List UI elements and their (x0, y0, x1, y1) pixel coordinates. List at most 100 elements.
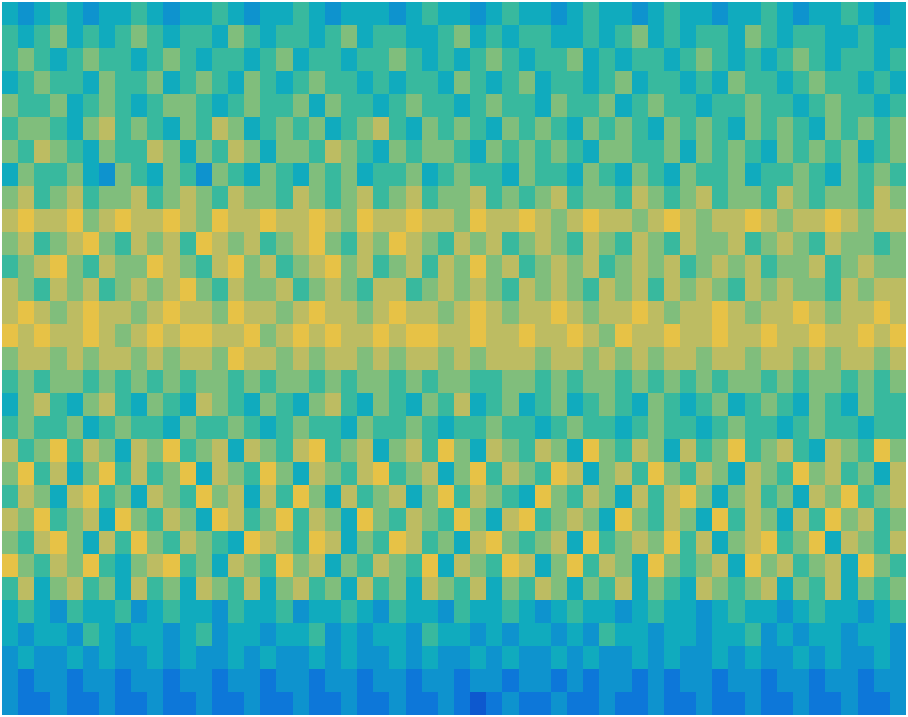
heatmap-cell (486, 232, 502, 255)
heatmap-cell (196, 485, 212, 508)
heatmap-cell (34, 462, 50, 485)
heatmap-cell (99, 485, 115, 508)
heatmap-cell (180, 255, 196, 278)
heatmap-cell (502, 692, 519, 715)
heatmap-cell (276, 278, 293, 301)
heatmap-cell (260, 439, 276, 462)
heatmap-cell (696, 347, 712, 370)
heatmap-cell (50, 301, 67, 324)
heatmap-cell (615, 255, 632, 278)
heatmap-cell (406, 163, 422, 186)
heatmap-cell (325, 25, 341, 48)
heatmap-cell (389, 554, 406, 577)
heatmap-cell (147, 692, 163, 715)
heatmap-cell (599, 232, 615, 255)
heatmap-cell (761, 94, 777, 117)
heatmap-cell (2, 347, 18, 370)
heatmap-cell (858, 209, 874, 232)
heatmap-cell (470, 25, 486, 48)
heatmap-cell (728, 209, 745, 232)
heatmap-cell (825, 623, 841, 646)
heatmap-cell (276, 48, 293, 71)
heatmap-cell (728, 186, 745, 209)
heatmap-cell (373, 278, 389, 301)
heatmap-cell (438, 232, 454, 255)
heatmap-cell (567, 370, 583, 393)
heatmap-cell (406, 485, 422, 508)
heatmap-cell (99, 255, 115, 278)
heatmap-cell (276, 623, 293, 646)
heatmap-cell (712, 623, 728, 646)
heatmap-cell (502, 140, 519, 163)
heatmap-cell (761, 692, 777, 715)
heatmap-cell (131, 623, 147, 646)
heatmap-cell (858, 416, 874, 439)
heatmap-cell (228, 209, 244, 232)
heatmap-cell (309, 25, 325, 48)
heatmap-cell (777, 393, 793, 416)
heatmap-cell (454, 117, 470, 140)
heatmap-cell (293, 531, 309, 554)
heatmap-cell (228, 347, 244, 370)
heatmap-cell (325, 163, 341, 186)
heatmap-cell (99, 94, 115, 117)
heatmap-cell (728, 485, 745, 508)
heatmap-cell (890, 25, 906, 48)
heatmap-cell (648, 623, 664, 646)
heatmap-cell (648, 554, 664, 577)
heatmap-cell (357, 25, 373, 48)
heatmap-cell (131, 301, 147, 324)
heatmap-cell (293, 324, 309, 347)
heatmap-cell (34, 347, 50, 370)
heatmap-cell (83, 324, 99, 347)
heatmap-cell (696, 209, 712, 232)
heatmap-cell (535, 439, 551, 462)
heatmap-cell (761, 577, 777, 600)
heatmap-cell (438, 71, 454, 94)
heatmap-cell (34, 485, 50, 508)
heatmap-cell (567, 301, 583, 324)
heatmap-cell (502, 48, 519, 71)
heatmap-cell (244, 2, 260, 25)
heatmap-cell (696, 163, 712, 186)
heatmap-cell (470, 301, 486, 324)
heatmap-cell (615, 324, 632, 347)
heatmap-cell (228, 117, 244, 140)
heatmap-cell (745, 508, 761, 531)
heatmap-cell (99, 646, 115, 669)
heatmap-cell (131, 2, 147, 25)
heatmap-cell (486, 2, 502, 25)
heatmap-cell (696, 416, 712, 439)
heatmap-cell (50, 163, 67, 186)
heatmap-cell (18, 393, 34, 416)
heatmap-cell (2, 393, 18, 416)
heatmap-cell (632, 232, 648, 255)
heatmap-cell (632, 416, 648, 439)
heatmap-cell (276, 439, 293, 462)
heatmap-cell (244, 646, 260, 669)
heatmap-cell (309, 255, 325, 278)
heatmap-cell (50, 531, 67, 554)
heatmap-cell (196, 48, 212, 71)
heatmap-cell (147, 462, 163, 485)
heatmap-cell (825, 347, 841, 370)
heatmap-cell (115, 48, 131, 71)
heatmap-cell (632, 646, 648, 669)
heatmap-cell (777, 94, 793, 117)
heatmap-cell (115, 577, 131, 600)
heatmap-cell (373, 416, 389, 439)
heatmap-cell (632, 278, 648, 301)
heatmap-cell (680, 600, 696, 623)
heatmap-cell (632, 94, 648, 117)
heatmap-cell (50, 508, 67, 531)
heatmap-cell (825, 393, 841, 416)
heatmap-cell (341, 278, 357, 301)
heatmap-cell (502, 416, 519, 439)
heatmap-cell (438, 393, 454, 416)
heatmap-cell (34, 209, 50, 232)
heatmap-cell (454, 2, 470, 25)
heatmap-cell (67, 301, 83, 324)
heatmap-cell (632, 324, 648, 347)
heatmap-cell (841, 140, 858, 163)
heatmap-cell (615, 416, 632, 439)
